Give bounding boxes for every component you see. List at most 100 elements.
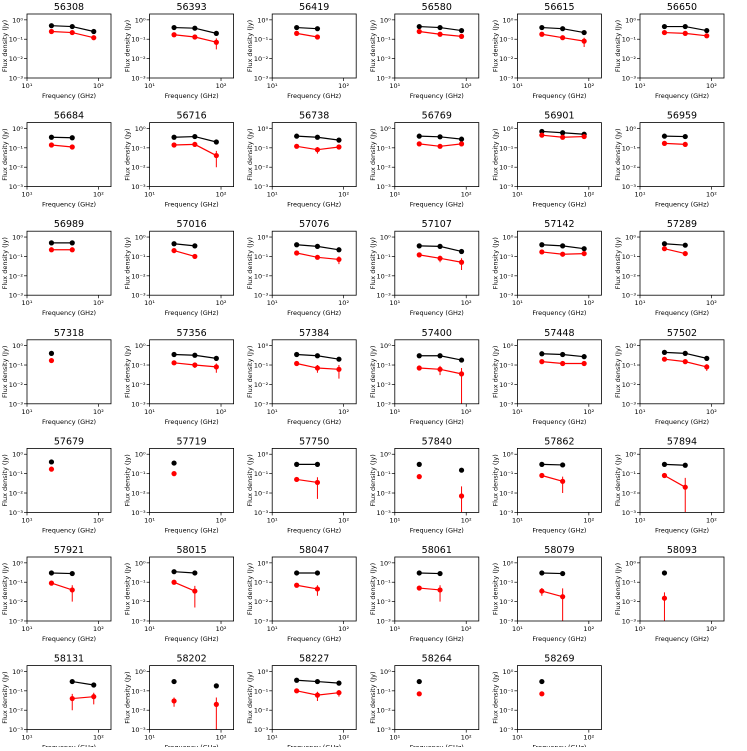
x-axis-label: Frequency (GHz) [287,526,341,534]
marker [582,246,587,251]
marker [437,25,442,30]
x-tick-label: 10¹ [512,408,523,416]
axes-frame [272,448,356,512]
marker [683,243,688,248]
y-axis-label: Flux density (Jy) [246,346,254,398]
marker [560,361,565,366]
y-axis-label: Flux density (Jy) [491,128,499,180]
y-axis-label: Flux density (Jy) [491,671,499,723]
x-tick-label: 10¹ [144,734,155,742]
marker [192,243,197,248]
axes-frame [150,666,234,730]
axes-frame [517,14,601,78]
y-axis-label: Flux density (Jy) [491,346,499,398]
x-tick-label: 10² [706,191,717,199]
marker [539,32,544,37]
y-tick-label: 10⁻² [499,707,514,715]
x-tick-label: 10¹ [144,191,155,199]
axes-frame [150,448,234,512]
y-tick-label: 10⁰ [257,559,268,567]
marker [417,243,422,248]
marker [662,596,667,601]
y-tick-label: 10⁻¹ [499,144,514,152]
subplot-title: 57719 [176,436,206,447]
marker [336,357,341,362]
marker [214,364,219,369]
plot-area [49,240,75,252]
y-tick-label: 10⁻² [9,707,24,715]
marker [704,28,709,33]
marker [437,144,442,149]
marker [315,353,320,358]
marker [704,364,709,369]
y-axis-label: Flux density (Jy) [1,237,9,289]
subplot-title: 57356 [176,328,206,339]
x-tick-label: 10² [93,734,104,742]
y-tick-label: 10⁻¹ [131,687,146,695]
y-tick-label: 10⁻¹ [622,579,637,587]
subplot-title: 56769 [422,111,452,122]
y-tick-label: 10⁻³ [499,75,514,83]
y-tick-label: 10⁰ [625,559,636,567]
y-tick-label: 10⁰ [503,559,514,567]
x-tick-label: 10² [216,734,227,742]
marker [336,138,341,143]
y-tick-label: 10⁻¹ [499,687,514,695]
marker [294,144,299,149]
x-tick-label: 10¹ [22,82,33,90]
marker [70,240,75,245]
marker [294,688,299,693]
x-axis-label: Frequency (GHz) [655,201,709,209]
marker [294,31,299,36]
marker [560,252,565,257]
marker [294,250,299,255]
y-axis-label: Flux density (Jy) [614,563,622,615]
marker [539,249,544,254]
subplot-title: 57318 [54,328,84,339]
x-tick-label: 10² [706,516,717,524]
marker [315,255,320,260]
x-axis-label: Frequency (GHz) [42,526,96,534]
marker [417,365,422,370]
y-axis-label: Flux density (Jy) [369,128,377,180]
x-axis-label: Frequency (GHz) [287,309,341,317]
marker [662,570,667,575]
x-tick-label: 10¹ [635,625,646,633]
subplot-title: 58093 [667,545,697,556]
marker [437,587,442,592]
axes-frame [27,123,111,187]
y-tick-label: 10⁰ [380,234,391,242]
marker [459,249,464,254]
y-tick-label: 10⁻² [131,381,146,389]
marker [582,251,587,256]
marker [315,480,320,485]
x-axis-label: Frequency (GHz) [165,92,219,100]
y-tick-label: 10⁻³ [9,292,24,300]
y-tick-label: 10⁻² [9,598,24,606]
subplot-title: 57750 [299,436,329,447]
y-tick-label: 10⁰ [625,451,636,459]
marker [214,153,219,158]
subplot-title: 57921 [54,545,84,556]
y-axis-label: Flux density (Jy) [369,237,377,289]
axes-frame [640,14,724,78]
y-axis-label: Flux density (Jy) [491,20,499,72]
y-tick-label: 10⁻² [499,598,514,606]
y-tick-label: 10⁰ [12,125,23,133]
y-tick-label: 10⁻¹ [499,362,514,370]
axes-frame [395,557,479,621]
marker [49,581,54,586]
x-tick-label: 10² [706,625,717,633]
y-tick-label: 10⁻³ [622,75,637,83]
y-tick-label: 10⁻³ [131,75,146,83]
y-tick-label: 10⁻³ [376,292,391,300]
marker [171,569,176,574]
x-tick-label: 10¹ [22,299,33,307]
marker [662,241,667,246]
